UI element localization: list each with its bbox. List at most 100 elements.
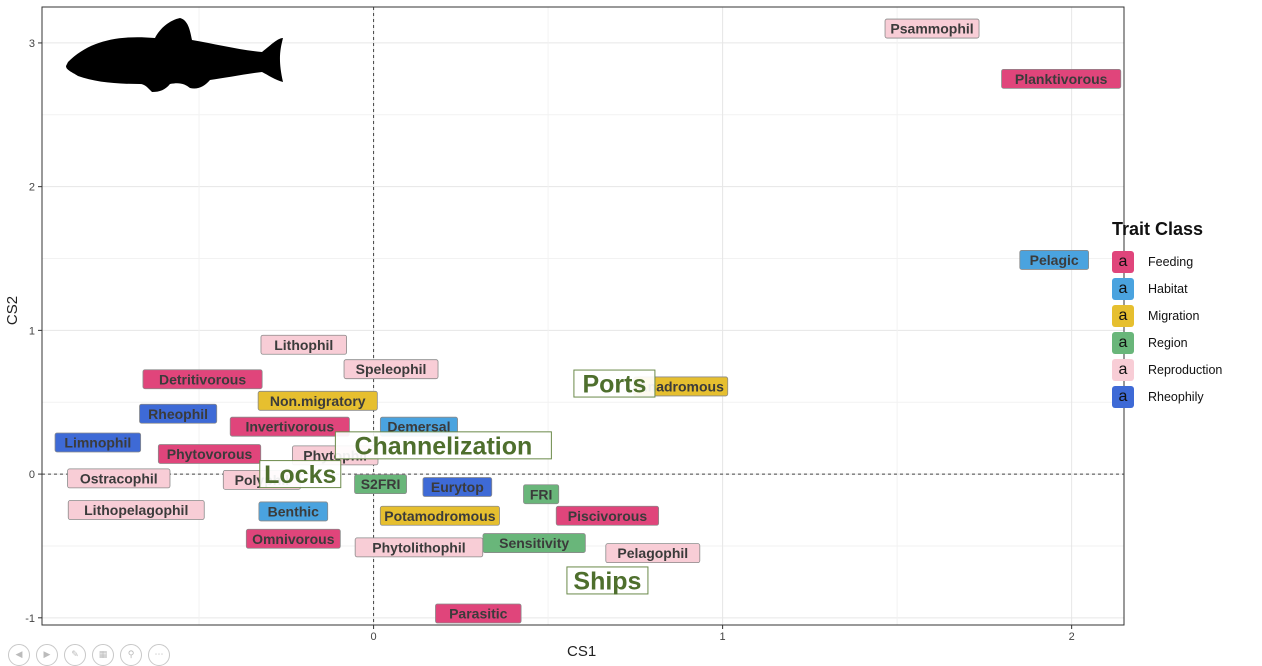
trait-label: Lithophil (260, 334, 347, 355)
trait-label-text: Phytolithophil (372, 539, 465, 555)
trait-label-box (54, 432, 142, 453)
slides-icon[interactable]: ▦ (92, 644, 114, 666)
trait-label-box (139, 403, 218, 424)
environment-label: Ships (566, 566, 649, 595)
y-tick-label: 1 (29, 325, 35, 337)
trait-label: Speleophil (343, 359, 439, 380)
trait-label-box (884, 18, 980, 39)
viewer-controls: ◀ ▶ ✎ ▦ ⚲ ⋯ (8, 644, 170, 666)
trait-label-text: Psammophil (890, 21, 973, 37)
trait-label: Potamodromous (379, 505, 500, 526)
trait-label-box (258, 501, 329, 522)
trait-label-box (1001, 68, 1122, 89)
trait-label: Pelagic (1019, 250, 1089, 270)
trait-label-text: Anadromous (638, 378, 725, 394)
trait-label-text: Pelagophil (617, 545, 688, 561)
y-tick-label: 0 (29, 469, 35, 481)
legend-item: a Feeding (1112, 248, 1222, 275)
environment-label-box (566, 566, 649, 595)
zoom-icon[interactable]: ⚲ (120, 644, 142, 666)
environment-label: Ports (573, 369, 656, 399)
trait-label-text: Demersal (387, 419, 450, 435)
reference-lines (42, 7, 1124, 625)
more-icon[interactable]: ⋯ (148, 644, 170, 666)
plot-panel-border (41, 6, 1125, 626)
trait-label-text: Non.migratory (270, 393, 366, 409)
trait-label-box (354, 474, 407, 495)
trait-labels: Psammophil Planktivorous Pelagic Lithophil S… (54, 18, 1122, 624)
trait-label: Ostracophil (67, 468, 171, 489)
trait-label: Phytovorous (157, 444, 262, 464)
trait-label-box (67, 500, 205, 520)
x-tick-label: 2 (1069, 631, 1075, 643)
trait-label-text: Lithopelagophil (84, 502, 188, 518)
x-tick-label: 0 (371, 631, 377, 643)
y-tick-label: -1 (25, 613, 35, 625)
legend-item: a Migration (1112, 302, 1222, 329)
trait-label-text: Planktivorous (1015, 71, 1108, 87)
trait-label: Eurytop (422, 477, 493, 497)
legend: Trait Class a Feeding a Habitat a Migration a R… (1112, 219, 1222, 410)
trait-label-text: Rheophil (148, 406, 208, 422)
trait-label-box (555, 505, 660, 526)
pen-icon[interactable]: ✎ (64, 644, 86, 666)
environment-label-box (259, 460, 342, 489)
legend-key: a (1112, 385, 1134, 408)
legend-item: a Rheophily (1112, 383, 1222, 410)
environment-label-box (334, 431, 552, 460)
trait-label: Omnivorous (245, 528, 341, 549)
trait-label: Piscivorous (555, 505, 660, 526)
legend-label: Region (1148, 335, 1188, 350)
trait-label-text: Ostracophil (80, 470, 158, 486)
trait-label: Limnophil (54, 432, 142, 453)
environment-label-text: Ships (573, 567, 641, 595)
trait-label: Anadromous (633, 376, 729, 397)
trait-label: Invertivorous (229, 416, 350, 437)
legend-title: Trait Class (1112, 219, 1204, 239)
trait-label-box (142, 369, 263, 390)
fish-silhouette-icon (66, 18, 283, 92)
trait-label-text: Eurytop (431, 479, 484, 495)
legend-label: Rheophily (1148, 389, 1204, 404)
trait-label-box (245, 528, 341, 549)
y-tick-label: 2 (29, 182, 35, 194)
axis-ticks: 0 1 2 -1 0 1 2 3 (25, 38, 1074, 643)
trait-label: Parasitic (435, 603, 522, 624)
trait-label-box (605, 543, 701, 564)
next-icon[interactable]: ▶ (36, 644, 58, 666)
environment-label-text: Channelization (354, 432, 532, 460)
legend-items: a Feeding a Habitat a Migration a Region a Reprod… (1112, 248, 1222, 410)
trait-label-box (157, 444, 262, 464)
trait-label: Non.migratory (257, 390, 378, 411)
environment-label-box (573, 369, 656, 398)
x-axis-title: CS1 (567, 643, 597, 660)
legend-key: a (1112, 358, 1134, 381)
previous-icon[interactable]: ◀ (8, 644, 30, 666)
trait-label-text: Benthic (268, 504, 320, 520)
environment-label-text: Ports (582, 371, 646, 399)
trait-label-box (260, 334, 347, 355)
environment-labels: Ports Channelization Locks Ships (259, 369, 656, 595)
trait-label: Lithopelagophil (67, 500, 205, 520)
trait-label: Planktivorous (1001, 68, 1122, 89)
trait-label-box (422, 477, 493, 497)
trait-label-text: Potamodromous (384, 508, 495, 524)
trait-label: Pelagophil (605, 543, 701, 564)
trait-label-box (379, 505, 500, 526)
legend-key: a (1112, 250, 1134, 273)
trait-label-box (482, 533, 586, 553)
trait-label: Psammophil (884, 18, 980, 39)
legend-label: Migration (1148, 308, 1200, 323)
legend-item: a Reproduction (1112, 356, 1222, 383)
environment-label-text: Locks (264, 461, 336, 489)
trait-label-box (257, 390, 378, 411)
legend-label: Feeding (1148, 254, 1194, 269)
grid-lines (42, 7, 1124, 625)
trait-label-text: Invertivorous (245, 419, 334, 435)
legend-item: a Habitat (1112, 275, 1222, 302)
trait-label: Detritivorous (142, 369, 263, 390)
legend-label: Habitat (1148, 281, 1188, 296)
trait-label-text: Omnivorous (252, 531, 335, 547)
trait-label: S2FRI (354, 474, 407, 495)
